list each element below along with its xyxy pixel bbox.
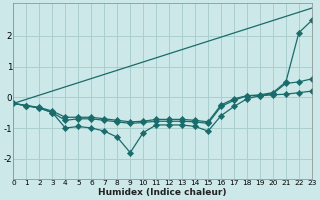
X-axis label: Humidex (Indice chaleur): Humidex (Indice chaleur): [99, 188, 227, 197]
